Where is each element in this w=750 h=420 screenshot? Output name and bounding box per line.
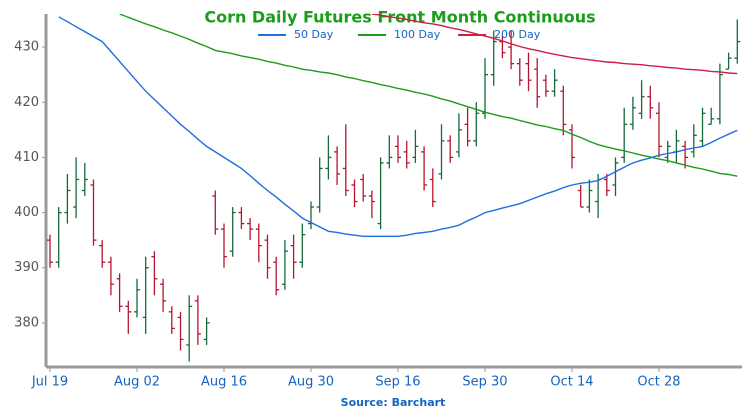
- x-tick-label: Sep 16: [375, 375, 420, 390]
- legend-label: 50 Day: [294, 28, 334, 41]
- legend-label: 200 Day: [494, 28, 541, 41]
- x-tick-label: Jul 19: [31, 375, 68, 390]
- x-tick-label: Aug 16: [201, 375, 247, 390]
- x-tick-label: Oct 28: [637, 375, 680, 390]
- x-tick-label: Sep 30: [462, 375, 507, 390]
- x-tick-label: Aug 02: [114, 375, 160, 390]
- y-tick-label: 390: [14, 260, 39, 275]
- moving-average-line: [119, 14, 738, 177]
- y-tick-label: 410: [14, 150, 39, 165]
- legend-label: 100 Day: [394, 28, 441, 41]
- y-tick-label: 380: [14, 315, 39, 330]
- x-tick-label: Oct 14: [550, 375, 593, 390]
- chart-title: Corn Daily Futures Front Month Continuou…: [204, 8, 595, 27]
- y-tick-label: 430: [14, 40, 39, 55]
- moving-average-line: [58, 16, 738, 237]
- source-note: Source: Barchart: [341, 396, 446, 409]
- x-tick-label: Aug 30: [288, 375, 334, 390]
- y-tick-label: 400: [14, 205, 39, 220]
- plot-area: [47, 14, 741, 362]
- y-tick-label: 420: [14, 95, 39, 110]
- moving-average-line: [371, 14, 738, 75]
